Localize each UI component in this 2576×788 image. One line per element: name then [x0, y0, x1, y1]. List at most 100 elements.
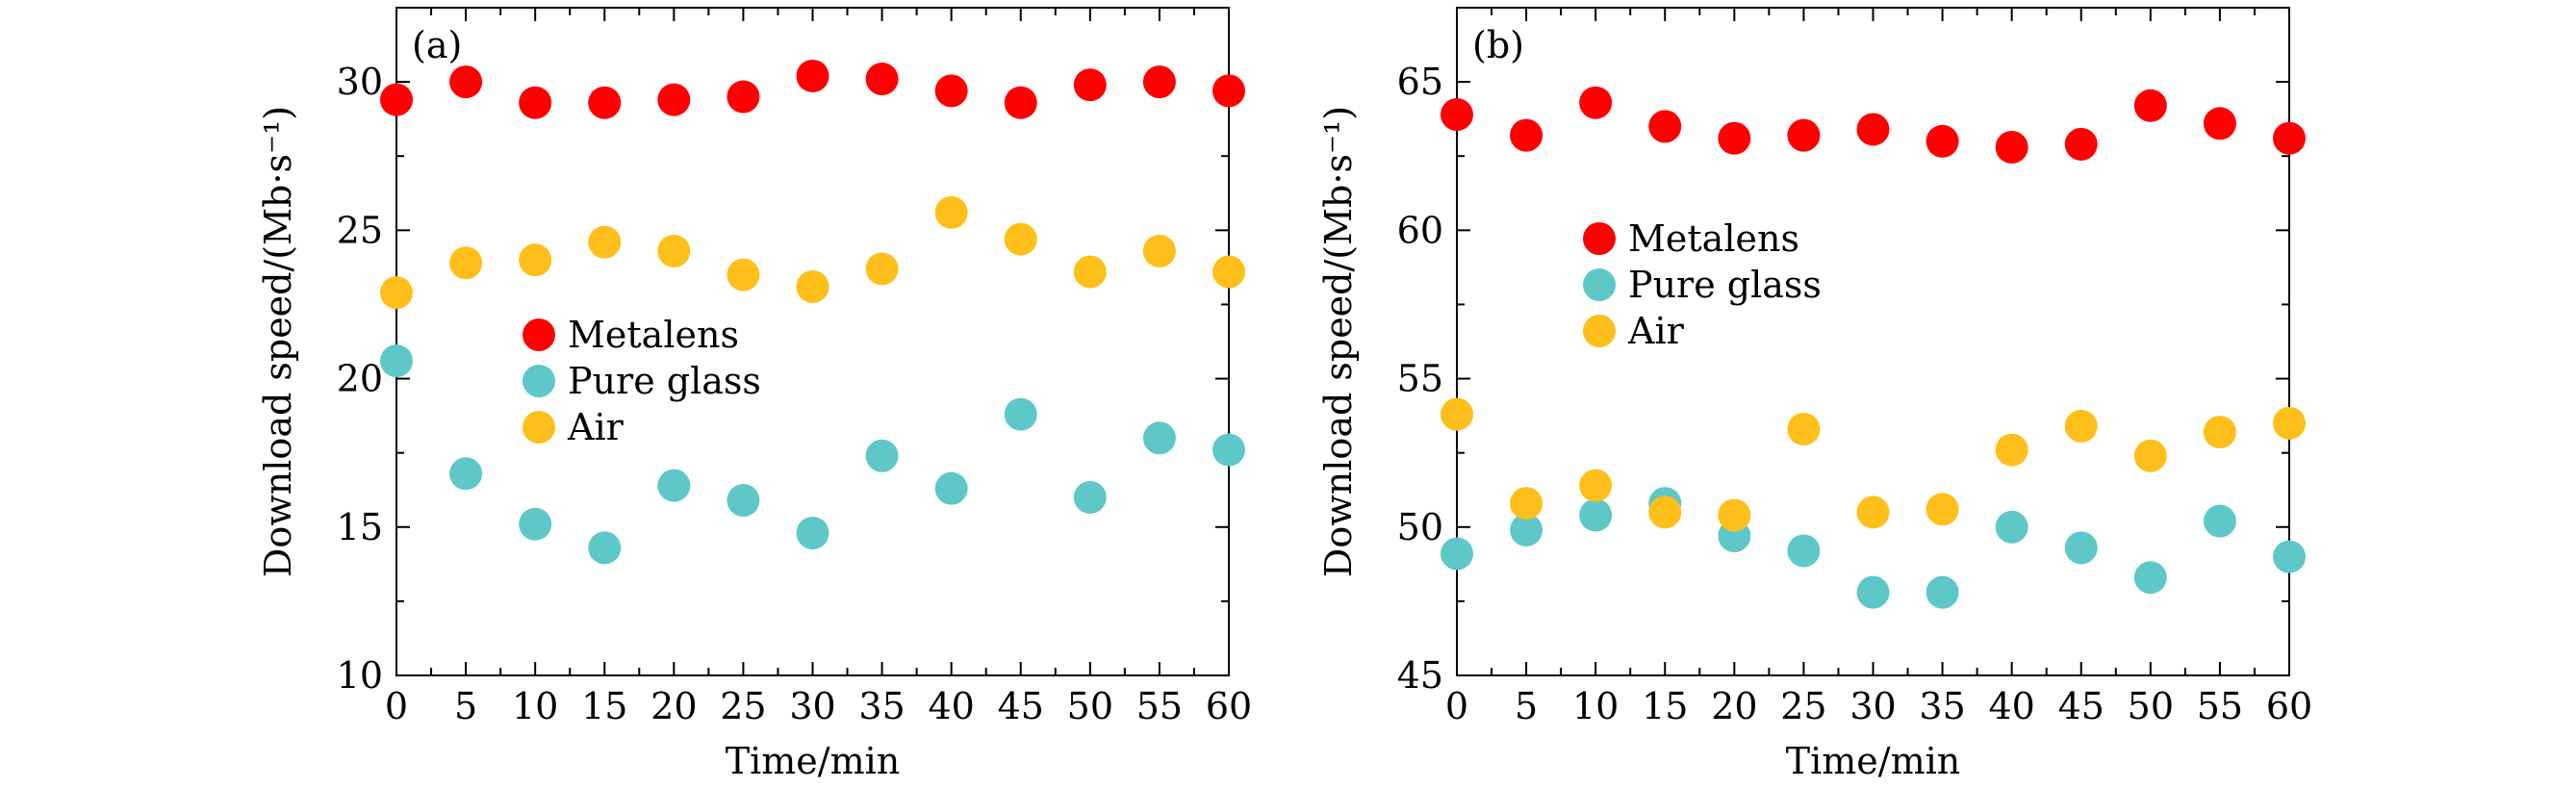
data-point	[657, 234, 691, 267]
x-tick-label: 5	[1515, 685, 1538, 727]
data-point	[1441, 98, 1473, 132]
data-point	[449, 65, 483, 99]
data-point	[1142, 421, 1176, 455]
data-point	[1926, 124, 1959, 158]
data-point	[1212, 433, 1245, 467]
data-point	[1648, 110, 1682, 143]
data-point	[1718, 498, 1751, 532]
data-point	[727, 258, 760, 292]
data-point	[1441, 537, 1473, 571]
x-tick-label: 50	[2128, 685, 2174, 727]
y-tick-label: 50	[1397, 506, 1443, 548]
x-tick-label: 20	[650, 685, 697, 727]
legend-marker	[523, 318, 555, 351]
legend-label: Metalens	[1628, 217, 1799, 260]
data-point	[727, 80, 760, 114]
data-point	[1073, 68, 1107, 102]
data-point	[1995, 510, 2028, 544]
data-point	[1926, 493, 1959, 526]
x-tick-label: 20	[1711, 685, 1757, 727]
legend-label: Air	[1627, 310, 1685, 352]
y-tick-label: 25	[337, 209, 383, 251]
data-point	[449, 246, 483, 280]
data-point	[2064, 127, 2098, 161]
data-point	[1648, 496, 1682, 529]
x-tick-label: 25	[720, 685, 766, 727]
y-tick-label: 15	[337, 506, 383, 548]
x-tick-label: 25	[1780, 685, 1826, 727]
data-point	[657, 469, 691, 502]
data-point	[1142, 65, 1176, 99]
data-point	[1718, 121, 1751, 155]
y-tick-label: 10	[337, 654, 383, 697]
y-tick-label: 45	[1397, 654, 1443, 697]
data-point	[449, 457, 483, 491]
data-point	[1212, 74, 1245, 108]
data-point	[380, 276, 413, 310]
panel-label: (a)	[412, 24, 462, 66]
series-air	[380, 195, 1245, 310]
data-point	[519, 86, 552, 119]
data-point	[2133, 439, 2167, 472]
x-tick-label: 35	[1919, 685, 1965, 727]
data-point	[657, 83, 691, 116]
data-point	[796, 516, 829, 549]
x-axis-label: Time/min	[1786, 740, 1960, 782]
x-tick-label: 60	[1206, 685, 1252, 727]
data-point	[1579, 469, 1613, 502]
data-point	[2203, 107, 2236, 140]
data-point	[865, 252, 899, 286]
data-point	[1510, 513, 1543, 547]
x-tick-label: 45	[998, 685, 1044, 727]
x-tick-label: 55	[1136, 685, 1183, 727]
x-tick-label: 15	[581, 685, 627, 727]
x-tick-label: 50	[1067, 685, 1113, 727]
data-point	[1004, 86, 1037, 119]
data-point	[380, 344, 413, 378]
data-point	[1004, 222, 1037, 256]
x-tick-label: 60	[2266, 685, 2312, 727]
data-point	[1510, 118, 1543, 152]
x-tick-label: 10	[1572, 685, 1619, 727]
y-tick-label: 55	[1397, 358, 1443, 400]
data-point	[1787, 412, 1821, 445]
data-point	[1856, 496, 1890, 529]
series-pure-glass	[380, 344, 1245, 565]
data-point	[1995, 130, 2028, 164]
data-point	[796, 269, 829, 303]
legend-label: Metalens	[568, 314, 739, 356]
x-tick-label: 30	[1849, 685, 1896, 727]
data-point	[1441, 397, 1473, 431]
data-point	[1856, 113, 1890, 146]
legend-marker	[1583, 268, 1616, 301]
x-tick-label: 30	[789, 685, 835, 727]
legend-marker	[523, 365, 555, 397]
x-tick-label: 10	[512, 685, 558, 727]
data-point	[380, 83, 413, 116]
data-point	[2133, 89, 2167, 122]
chart-panel-b: 0 5 10 15 20 25 30 35 40 45 50 55 60 45 50 55 60 65 Time/m…	[1317, 7, 2312, 782]
data-point	[2133, 561, 2167, 595]
x-tick-label: 55	[2197, 685, 2243, 727]
panel-label: (b)	[1472, 24, 1524, 66]
x-tick-label: 0	[385, 685, 408, 727]
y-tick-label: 20	[337, 358, 383, 400]
data-point	[588, 531, 622, 565]
x-tick-label: 40	[928, 685, 974, 727]
data-point	[796, 59, 829, 92]
data-point	[934, 471, 968, 505]
data-point	[934, 74, 968, 108]
data-point	[1579, 86, 1613, 119]
series-air	[1441, 397, 2306, 532]
data-point	[2203, 504, 2236, 538]
y-tick-label: 30	[337, 61, 383, 103]
data-point	[519, 507, 552, 541]
y-axis-label: Download speed/(Mb·s⁻¹)	[257, 106, 299, 577]
data-point	[1142, 234, 1176, 267]
data-point	[1926, 575, 1959, 609]
x-tick-label: 45	[2058, 685, 2104, 727]
data-point	[1004, 397, 1037, 431]
